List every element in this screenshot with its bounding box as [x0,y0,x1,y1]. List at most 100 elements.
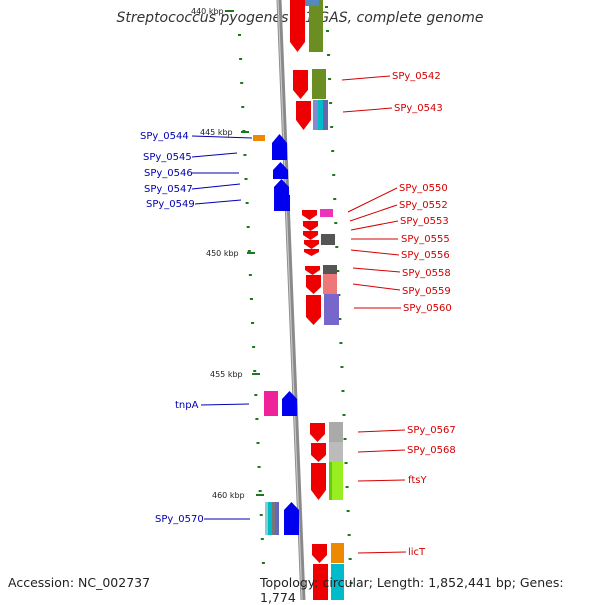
gene-label[interactable]: SPy_0559 [402,286,451,297]
gene-feature[interactable] [318,100,323,130]
scale-tick: 445 kbp [200,128,249,137]
leader-line [350,220,399,231]
leader-line [347,187,398,213]
leader-line [357,551,407,554]
gene-feature[interactable] [331,564,344,600]
topology-text: Topology: circular; Length: 1,852,441 bp… [260,575,564,605]
scale-label-445: 445 kbp [200,128,233,137]
leader-line [349,204,398,222]
scale-label-450: 450 kbp [206,249,239,258]
gene-feature[interactable] [313,100,318,130]
gene-label[interactable]: SPy_0546 [144,168,193,179]
gene-feature[interactable] [265,502,268,535]
leader-line [191,183,241,190]
gene-label[interactable]: tnpA [175,400,199,411]
gene-arrow[interactable] [282,391,297,416]
gene-label[interactable]: SPy_0567 [407,425,456,436]
gene-feature[interactable] [309,0,323,52]
reverse-genes [253,134,299,535]
scale-tick: 460 kbp [212,491,264,500]
leader-line [200,403,250,406]
forward-genes [290,0,344,600]
leader-line [352,283,401,291]
gene-label[interactable]: SPy_0553 [400,216,449,227]
gene-label[interactable]: SPy_0558 [402,268,451,279]
gene-feature[interactable] [329,442,343,462]
gene-feature[interactable] [264,391,278,416]
gene-arrow[interactable] [312,544,327,563]
gene-label[interactable]: SPy_0555 [401,234,450,245]
gene-label[interactable]: SPy_0560 [403,303,452,314]
gene-feature[interactable] [312,69,326,99]
leader-line [191,152,238,158]
leader-line [357,479,406,482]
gene-feature [329,462,332,500]
genome-backbone [276,0,306,600]
scale-label-460: 460 kbp [212,491,245,500]
gene-label[interactable]: SPy_0550 [399,183,448,194]
leader-line [350,249,400,256]
gene-label[interactable]: licT [408,547,426,558]
gene-arrow[interactable] [304,249,319,256]
gene-arrow[interactable] [272,134,287,160]
scale-tick: 455 kbp [210,370,260,379]
gene-label[interactable]: SPy_0568 [407,445,456,456]
leader-line [342,107,393,113]
gene-feature[interactable] [323,274,337,294]
gene-label[interactable]: SPy_0552 [399,200,448,211]
gene-arrow[interactable] [273,162,288,179]
gene-arrow[interactable] [306,275,321,294]
gene-arrow[interactable] [313,564,328,600]
gene-label[interactable]: SPy_0545 [143,152,192,163]
gene-feature[interactable] [274,195,290,211]
gene-arrow[interactable] [310,423,325,442]
leader-line [352,267,401,273]
gene-feature[interactable] [329,462,343,500]
gene-feature[interactable] [253,135,265,141]
accession-text: Accession: NC_002737 [8,575,151,590]
gene-label[interactable]: ftsY [408,475,427,486]
gene-arrow[interactable] [274,179,289,196]
gene-feature[interactable] [324,294,339,325]
gene-feature[interactable] [329,422,343,442]
scale-label-455: 455 kbp [210,370,243,379]
right-labels: SPy_0542 SPy_0543 SPy_0550 SPy_0552 SPy_… [341,71,456,558]
gene-feature[interactable] [323,265,337,274]
gene-feature [305,0,319,6]
gene-label[interactable]: SPy_0544 [140,131,189,142]
leader-line [357,449,406,453]
gene-arrow[interactable] [303,231,318,240]
gene-feature[interactable] [320,209,333,217]
gene-feature[interactable] [323,100,328,130]
gene-feature[interactable] [272,502,275,535]
gene-arrow[interactable] [296,101,311,130]
gene-arrow[interactable] [284,502,299,535]
gene-label[interactable]: SPy_0543 [394,103,443,114]
gene-arrow[interactable] [303,221,318,231]
gene-label[interactable]: SPy_0542 [392,71,441,82]
scale-tick: 450 kbp [206,249,255,258]
scale-label-440: 440 kbp [191,7,224,16]
gene-arrow[interactable] [304,240,319,249]
gene-label[interactable]: SPy_0556 [401,250,450,261]
left-labels: SPy_0544 SPy_0545 SPy_0546 SPy_0547 SPy_… [140,131,253,525]
gene-label[interactable]: SPy_0570 [155,514,204,525]
gene-arrow[interactable] [290,0,305,52]
guide-ticks-left [238,34,265,564]
gene-arrow[interactable] [293,70,308,99]
gene-label[interactable]: SPy_0549 [146,199,195,210]
gene-arrow[interactable] [302,210,317,220]
gene-feature[interactable] [321,234,335,245]
gene-feature[interactable] [331,543,344,563]
gene-feature[interactable] [268,502,272,535]
gene-arrow[interactable] [305,266,320,275]
gene-arrow[interactable] [311,463,326,500]
genome-backbone-highlight [277,0,303,600]
gene-label[interactable]: SPy_0547 [144,184,193,195]
gene-arrow[interactable] [311,443,326,462]
leader-line [191,135,253,139]
gene-feature[interactable] [275,502,279,535]
gene-arrow[interactable] [306,295,321,325]
leader-line [194,199,242,205]
